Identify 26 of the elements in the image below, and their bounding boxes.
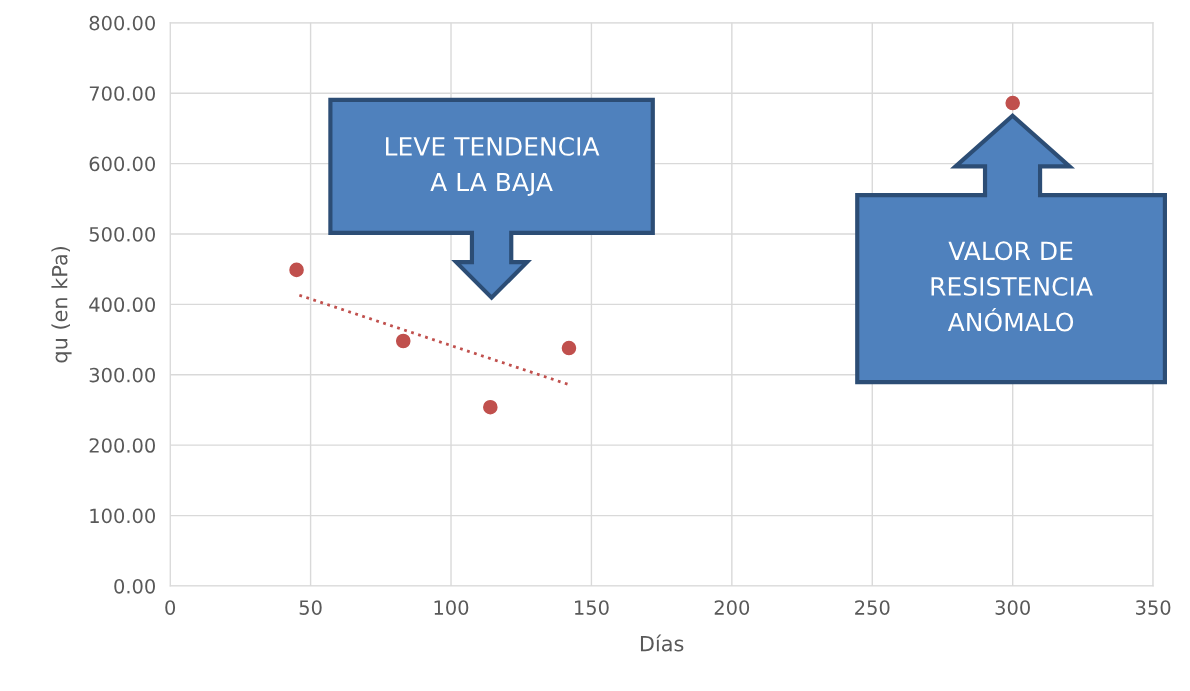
y-tick-label: 300.00 <box>89 367 155 383</box>
x-tick-label: 50 <box>299 600 322 615</box>
x-axis-title: Días <box>640 634 684 652</box>
point <box>483 399 498 415</box>
point <box>561 340 577 356</box>
x-tick-label: 350 <box>1136 600 1171 615</box>
y-tick-label: 500.00 <box>89 226 155 242</box>
x-tick-label: 300 <box>995 600 1030 615</box>
annotation: LEVE TENDENCIA A LA BAJA <box>386 136 600 197</box>
y-tick-label: 800.00 <box>89 15 155 31</box>
y-tick-label: 200.00 <box>89 438 155 453</box>
y-tick-label: 100.00 <box>90 508 155 524</box>
y-tick-label: 400.00 <box>89 297 155 313</box>
x-tick-label: 250 <box>855 600 890 615</box>
y-tick-label: 0.00 <box>114 578 155 594</box>
point <box>289 262 304 278</box>
x-tick-label: 100 <box>434 600 469 615</box>
x-tick-label: 0 <box>165 600 176 615</box>
point <box>395 333 411 349</box>
x-tick-label: 200 <box>714 600 750 615</box>
y-tick-label: 700.00 <box>89 86 155 101</box>
y-tick-label: 600.00 <box>89 156 155 172</box>
x-tick-label: 150 <box>575 600 609 615</box>
y-axis-title: qu (en kPa) <box>51 246 72 363</box>
annotation: VALOR DE RESISTENCIA ANÓMALO <box>931 241 1093 332</box>
point <box>1005 95 1020 111</box>
